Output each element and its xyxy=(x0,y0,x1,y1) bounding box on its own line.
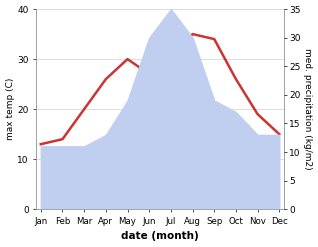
Y-axis label: max temp (C): max temp (C) xyxy=(5,78,15,140)
X-axis label: date (month): date (month) xyxy=(121,231,199,242)
Y-axis label: med. precipitation (kg/m2): med. precipitation (kg/m2) xyxy=(303,48,313,170)
